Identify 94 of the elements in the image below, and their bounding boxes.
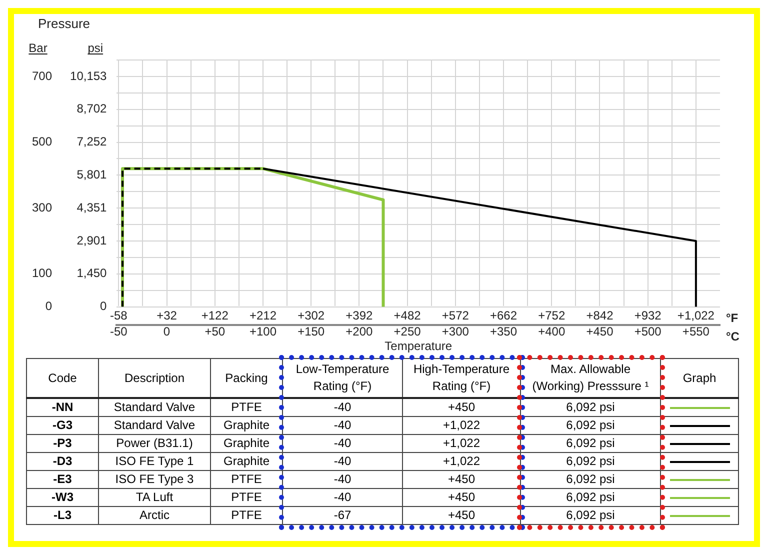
text: -40	[334, 472, 352, 486]
x2-tick-label: +662	[490, 308, 518, 322]
category-label: Description	[98, 358, 210, 398]
category-label: -D3	[52, 454, 72, 468]
text: 6,092 psi	[566, 418, 615, 432]
category-label: -NN	[52, 400, 74, 414]
x-tick-label: +350	[490, 324, 518, 339]
x-tick-label: +500	[634, 324, 662, 339]
y2-tick-label: 0	[100, 299, 108, 314]
x2-tick-label: +122	[201, 308, 229, 322]
x-tick-label: +450	[586, 324, 614, 339]
text: -40	[334, 418, 352, 432]
text: ISO FE Type 1	[115, 454, 194, 468]
text: -40	[334, 436, 352, 450]
y-tick-label: 700	[32, 68, 52, 83]
text: Standard Valve	[114, 400, 196, 414]
x2-tick-label: +1,022	[677, 308, 715, 322]
x-tick-label: +50	[204, 324, 226, 339]
text: TA Luft	[136, 490, 174, 504]
y2-tick-label: 8,702	[76, 102, 108, 116]
text: +450	[448, 508, 476, 522]
y-tick-label: 500	[32, 134, 52, 149]
y-tick-label: 300	[32, 200, 52, 214]
text: -40	[334, 490, 352, 504]
text: Power (B31.1)	[116, 436, 193, 450]
text: Standard Valve	[114, 418, 196, 432]
category-label: Max. Allowable (Working) Presssure ¹	[520, 358, 660, 398]
x-tick-label: +250	[394, 324, 422, 339]
y-tick-label: 0	[45, 299, 52, 314]
x2-tick-label: +752	[538, 308, 566, 322]
text: Graphite	[223, 418, 270, 432]
x2-tick-label: +32	[156, 308, 178, 322]
x-tick-label: +100	[249, 324, 277, 339]
text: Graphite	[223, 454, 270, 468]
x2-tick-label: +302	[298, 308, 325, 322]
text: +450	[448, 490, 476, 504]
y2-axis-title: psi	[88, 41, 104, 55]
x2-tick-label: +392	[346, 308, 374, 322]
text: 6,092 psi	[566, 436, 615, 450]
text: 6,092 psi	[566, 472, 615, 486]
category-label: -W3	[52, 490, 74, 504]
x-tick-label: +550	[682, 324, 710, 339]
y-tick-label: 100	[32, 266, 52, 280]
text: +1,022	[442, 418, 480, 432]
x2-tick-label: -58	[110, 308, 128, 322]
text: -40	[334, 400, 352, 414]
text: °C	[726, 330, 740, 344]
y2-tick-label: 1,450	[76, 266, 108, 280]
text: ISO FE Type 3	[115, 472, 194, 486]
x2-tick-label: +482	[394, 308, 422, 322]
x-tick-label: +400	[538, 324, 566, 339]
category-label: Low-Temperature Rating (°F)	[282, 358, 402, 398]
text: PTFE	[231, 490, 262, 504]
y2-tick-label: 4,351	[76, 200, 108, 214]
text: -67	[334, 508, 352, 522]
text: +1,022	[442, 454, 480, 468]
category-label: Code	[26, 358, 98, 398]
x2-tick-label: +572	[442, 308, 470, 322]
text: Arctic	[140, 508, 170, 522]
text: PTFE	[231, 400, 262, 414]
x2-tick-label: +212	[249, 308, 277, 322]
text: +450	[448, 400, 476, 414]
y2-tick-label: 2,901	[76, 233, 108, 248]
category-label: Graph	[660, 358, 738, 398]
text: PTFE	[231, 508, 262, 522]
y-axis-title: Bar	[28, 41, 48, 55]
x-tick-label: +200	[346, 324, 374, 339]
x-axis-title: Temperature	[384, 339, 452, 354]
x-tick-label: -50	[110, 324, 128, 339]
category-label: -L3	[54, 508, 72, 522]
text: 6,092 psi	[566, 490, 615, 504]
x-tick-label: 0	[163, 324, 170, 339]
category-label: -E3	[53, 472, 72, 486]
y2-tick-label: 7,252	[76, 134, 108, 149]
category-label: -G3	[52, 418, 72, 432]
y2-tick-label: 10,153	[70, 68, 108, 83]
text: -40	[334, 454, 352, 468]
text: 6,092 psi	[566, 508, 615, 522]
chart-title: Pressure	[38, 16, 90, 31]
category-label: -P3	[53, 436, 72, 450]
text: PTFE	[231, 472, 262, 486]
x-tick-label: +300	[442, 324, 470, 339]
text: °F	[726, 311, 738, 326]
text: 6,092 psi	[566, 454, 615, 468]
x2-tick-label: +842	[586, 308, 614, 322]
text: +1,022	[442, 436, 480, 450]
category-label: High-Temperature Rating (°F)	[402, 358, 520, 398]
category-label: Packing	[210, 358, 282, 398]
y2-tick-label: 5,801	[76, 168, 108, 182]
x-tick-label: +150	[298, 324, 325, 339]
x2-tick-label: +932	[634, 308, 662, 322]
text: 6,092 psi	[566, 400, 615, 414]
text: +450	[448, 472, 476, 486]
text: Graphite	[223, 436, 270, 450]
